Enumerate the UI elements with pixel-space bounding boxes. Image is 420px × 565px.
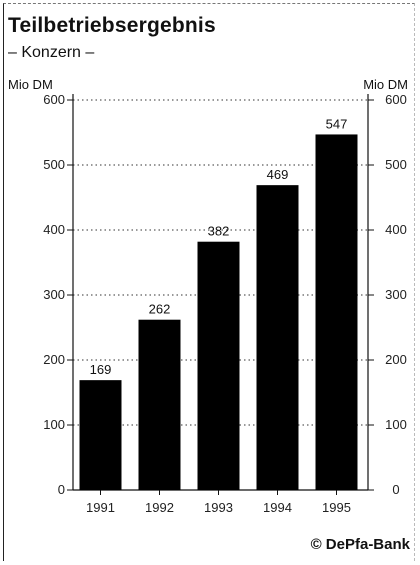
bar-1995 xyxy=(315,134,358,490)
labels: 0 0 100 100 200 200 300 300 400 400 500 500 600 600 16… xyxy=(43,92,407,515)
left-tick-label-300: 300 xyxy=(43,287,65,302)
right-tick-label-200: 200 xyxy=(385,352,407,367)
chart-frame xyxy=(3,3,415,561)
category-label-1993: 1993 xyxy=(204,500,233,515)
value-label-1995: 547 xyxy=(326,116,348,131)
value-label-1993: 382 xyxy=(208,224,230,239)
category-label-1992: 1992 xyxy=(145,500,174,515)
right-tick-label-600: 600 xyxy=(385,92,407,107)
right-tick-label-0: 0 xyxy=(392,482,399,497)
left-tick-label-100: 100 xyxy=(43,417,65,432)
left-tick-label-0: 0 xyxy=(58,482,65,497)
y-axis-unit-right: Mio DM xyxy=(363,77,408,92)
right-tick-label-100: 100 xyxy=(385,417,407,432)
value-label-1994: 469 xyxy=(267,167,289,182)
left-tick-label-200: 200 xyxy=(43,352,65,367)
right-tick-label-300: 300 xyxy=(385,287,407,302)
category-label-1995: 1995 xyxy=(322,500,351,515)
bars xyxy=(79,134,358,490)
left-tick-label-500: 500 xyxy=(43,157,65,172)
copyright-text: © DePfa-Bank xyxy=(310,536,410,553)
chart-title: Teilbetriebsergebnis xyxy=(8,14,216,37)
y-axis-unit-left: Mio DM xyxy=(8,77,53,92)
left-tick-label-600: 600 xyxy=(43,92,65,107)
category-label-1994: 1994 xyxy=(263,500,292,515)
value-label-1992: 262 xyxy=(149,302,171,317)
left-tick-label-400: 400 xyxy=(43,222,65,237)
value-label-1991: 169 xyxy=(90,362,112,377)
right-tick-label-400: 400 xyxy=(385,222,407,237)
bar-1993 xyxy=(197,241,240,490)
chart-subtitle: – Konzern – xyxy=(8,44,95,61)
category-label-1991: 1991 xyxy=(86,500,115,515)
bar-1991 xyxy=(79,380,122,490)
bar-1994 xyxy=(256,185,299,490)
right-tick-label-500: 500 xyxy=(385,157,407,172)
bar-1992 xyxy=(138,319,181,490)
